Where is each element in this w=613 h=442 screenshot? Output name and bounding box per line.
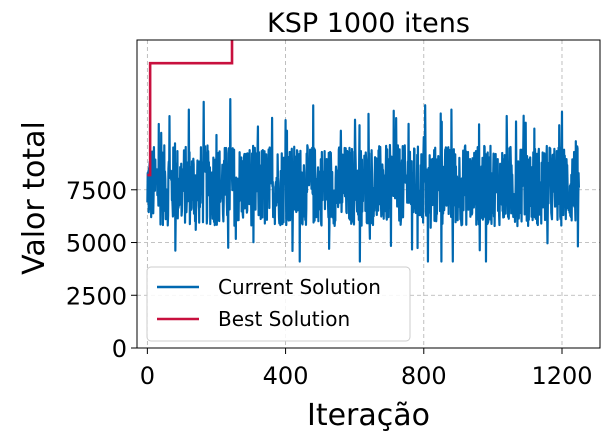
x-axis: 0 400 800 1200: [140, 348, 593, 390]
plot-area: [146, 40, 581, 263]
x-tick-label: 800: [401, 362, 447, 390]
x-tick-label: 0: [140, 362, 155, 390]
y-axis-label: Valor total: [17, 121, 52, 275]
series-layer: [146, 40, 581, 263]
y-tick-label: 5000: [66, 230, 127, 258]
x-tick-label: 1200: [531, 362, 592, 390]
legend-label: Current Solution: [218, 275, 381, 299]
y-tick-label: 0: [112, 335, 127, 363]
chart-title: KSP 1000 itens: [267, 8, 470, 39]
x-axis-label: Iteração: [307, 398, 430, 433]
y-tick-label: 2500: [66, 282, 127, 310]
plot-frame: [136, 39, 601, 349]
y-tick-label: 7500: [66, 177, 127, 205]
series-current-solution-line: [146, 97, 581, 263]
y-axis: 0 2500 5000 7500: [66, 177, 137, 363]
legend: Current Solution Best Solution: [146, 266, 411, 342]
x-tick-label: 400: [263, 362, 309, 390]
legend-label: Best Solution: [218, 307, 350, 331]
series-best-solution-line: [147, 40, 579, 177]
legend-box: [146, 266, 411, 342]
